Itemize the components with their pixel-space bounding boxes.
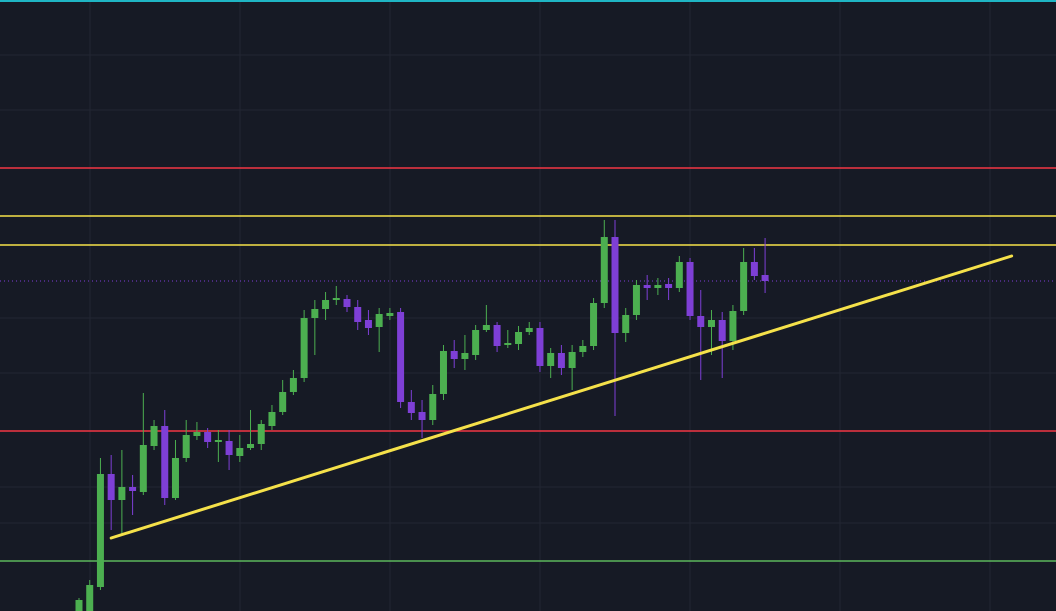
candle-body xyxy=(547,353,555,366)
candle-body xyxy=(482,325,490,330)
candle-body xyxy=(268,412,276,426)
candle-body xyxy=(322,300,330,309)
candle-body xyxy=(536,328,544,366)
candle-body xyxy=(364,320,372,328)
candle-body xyxy=(632,285,640,315)
candle-body xyxy=(332,298,340,300)
candle-body xyxy=(225,441,233,455)
candle-body xyxy=(579,346,587,352)
candle-body xyxy=(171,458,179,498)
top-bar xyxy=(0,0,1056,2)
candle-body xyxy=(472,330,480,355)
candle-body xyxy=(697,316,705,327)
candle-body xyxy=(139,445,147,492)
candle-body xyxy=(675,262,683,288)
candle-body xyxy=(247,444,255,448)
candle-body xyxy=(182,435,190,458)
candle-body xyxy=(75,600,83,611)
candle-body xyxy=(129,487,137,491)
candle-body xyxy=(665,284,673,288)
candle-body xyxy=(193,432,201,436)
candle-body xyxy=(686,262,694,316)
candle-body xyxy=(707,320,715,327)
candle-body xyxy=(311,309,319,318)
candle-body xyxy=(504,343,512,345)
candle-body xyxy=(718,320,726,341)
candle-body xyxy=(107,474,115,500)
candle-body xyxy=(375,314,383,327)
candle-body xyxy=(204,432,212,442)
candle-body xyxy=(515,332,523,344)
candle-body xyxy=(600,237,608,303)
candle-body xyxy=(461,353,469,359)
candle-body xyxy=(289,378,297,392)
candle-body xyxy=(118,487,126,500)
candle-body xyxy=(161,426,169,498)
trend-line xyxy=(109,254,1014,540)
candle-body xyxy=(729,311,737,341)
candle-body xyxy=(150,426,158,446)
candle-body xyxy=(214,440,222,442)
candle-body xyxy=(525,328,533,332)
candle-body xyxy=(740,262,748,311)
candle-body xyxy=(568,352,576,368)
candle-body xyxy=(750,262,758,276)
candle-body xyxy=(643,285,651,288)
candle-body xyxy=(300,318,308,378)
candle-body xyxy=(557,353,565,368)
candle-body xyxy=(654,285,662,288)
candle-body xyxy=(450,351,458,359)
candle-body xyxy=(386,313,394,316)
candle-body xyxy=(407,402,415,413)
candle-body xyxy=(761,275,769,281)
candle-body xyxy=(96,474,104,587)
candle-body xyxy=(354,307,362,322)
candle-body xyxy=(429,394,437,420)
candle-body xyxy=(611,237,619,333)
candle-body xyxy=(257,424,265,444)
candle-body xyxy=(439,351,447,394)
candle-body xyxy=(418,412,426,420)
candle-body xyxy=(343,299,351,307)
candle-body xyxy=(622,315,630,333)
candle-body xyxy=(590,303,598,346)
candle-body xyxy=(397,312,405,402)
candle-body xyxy=(279,392,287,412)
candle-body xyxy=(86,585,94,611)
candle-body xyxy=(236,448,244,456)
candle-body xyxy=(493,325,501,346)
